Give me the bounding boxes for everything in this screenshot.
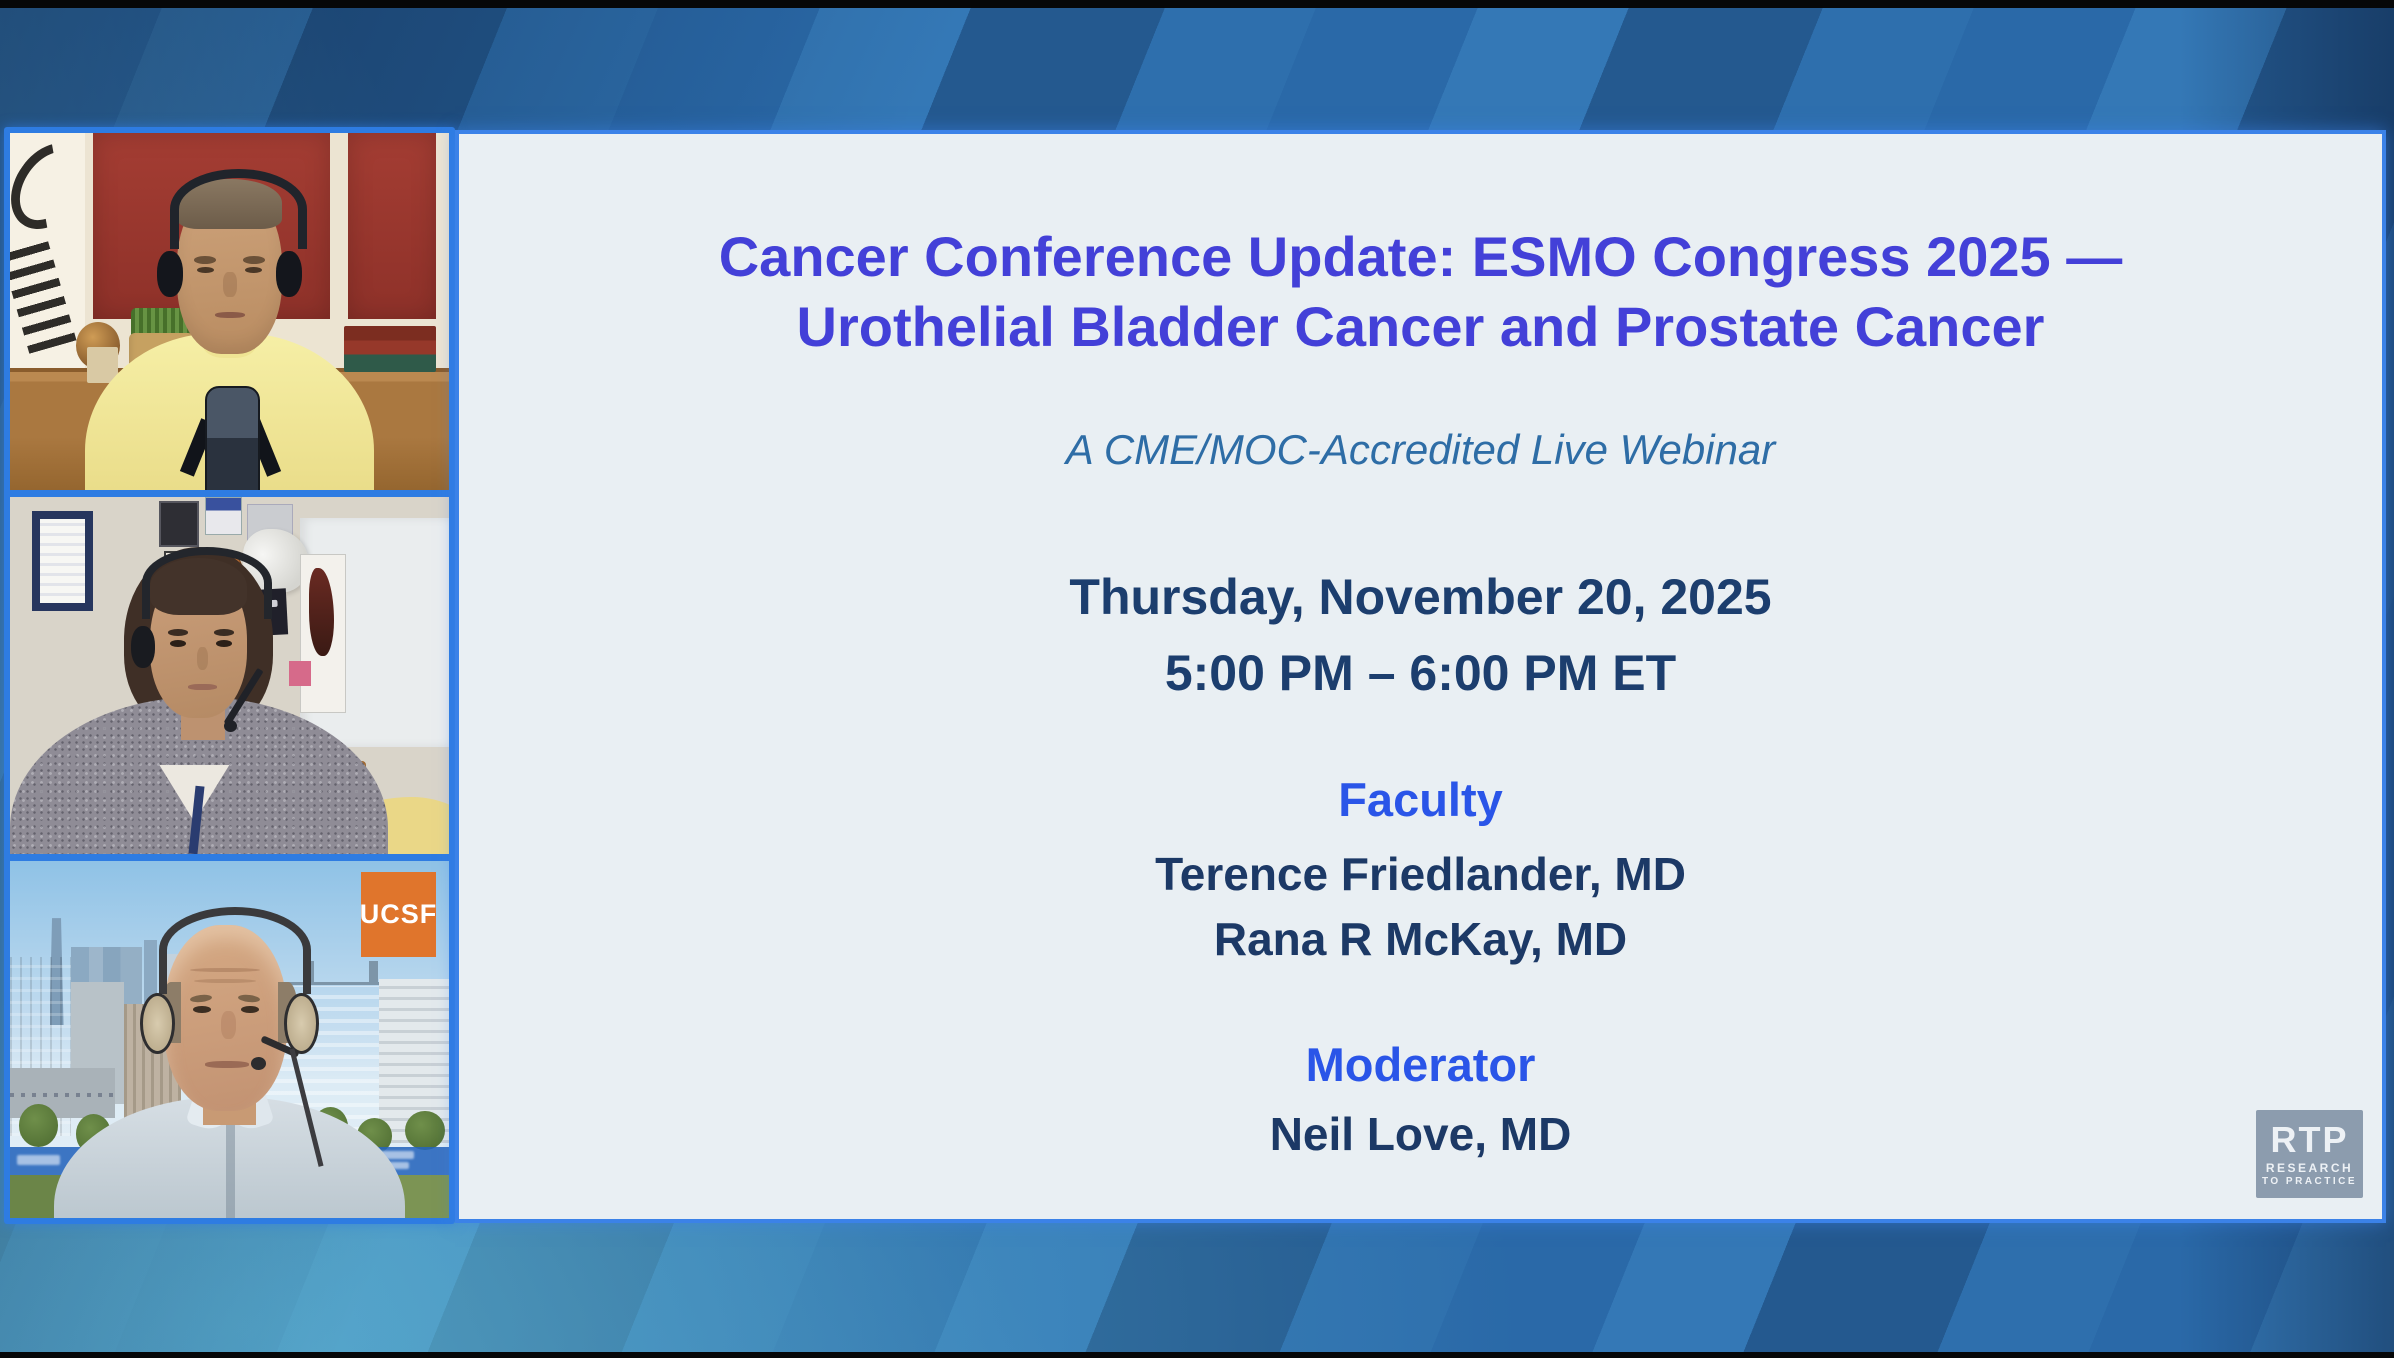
tree (18, 1103, 59, 1147)
boom-mic-tip (224, 720, 238, 733)
webcam-middle-speaker[interactable] (10, 497, 449, 854)
headset-earcup (139, 993, 175, 1054)
moderator-name: Neil Love, MD (1269, 1108, 1572, 1160)
eye (170, 639, 187, 647)
faculty-names: Terence Friedlander, MD Rana R McKay, MD (459, 842, 2382, 972)
rtp-logo-line2: TO PRACTICE (2261, 1175, 2358, 1187)
eye (216, 639, 233, 647)
shirt-placket (225, 1125, 235, 1218)
rtp-logo: RTP RESEARCH TO PRACTICE (2256, 1110, 2363, 1198)
poster-image (308, 567, 335, 656)
rtp-logo-abbr: RTP (2270, 1118, 2349, 1160)
eye (241, 1005, 259, 1013)
eye (244, 266, 263, 274)
eyebrow (194, 256, 217, 264)
framed-certificate (31, 511, 94, 612)
art-ladder-glyph (10, 239, 78, 355)
pencil-cup (86, 347, 118, 383)
headset-band (141, 546, 272, 620)
tree (405, 1110, 445, 1151)
nose (197, 646, 209, 671)
event-date: Thursday, November 20, 2025 (1069, 569, 1772, 625)
slide-title-line2: Urothelial Bladder Cancer and Prostate C… (796, 295, 2045, 358)
nose (220, 1010, 236, 1040)
headset-earcup (130, 625, 155, 669)
eye (196, 266, 215, 274)
webcam-bottom-speaker[interactable]: UCSF (10, 861, 449, 1218)
red-wall-panel (348, 133, 436, 319)
mouth (205, 1060, 250, 1069)
wall-poster (299, 554, 346, 714)
letterbox-bar-top (0, 0, 2394, 8)
shelf-frame (159, 500, 199, 547)
moderator-header: Moderator (1305, 1038, 1536, 1091)
parking-lot (10, 1068, 116, 1119)
headphone-earcup (275, 250, 302, 298)
pink-note (288, 661, 311, 687)
mouth (214, 311, 246, 318)
skyline-tower (49, 918, 64, 1026)
headphone-earcup (157, 250, 184, 298)
slide-panel: Cancer Conference Update: ESMO Congress … (455, 130, 2386, 1223)
webcam-top-speaker[interactable] (10, 133, 449, 490)
slide-title-line1: Cancer Conference Update: ESMO Congress … (718, 225, 2123, 288)
banner-text-blur (16, 1155, 61, 1166)
shelf-device (205, 497, 243, 535)
bridge-tower (369, 960, 378, 983)
rtp-logo-line1: RESEARCH (2265, 1160, 2354, 1175)
eyebrow (168, 629, 188, 636)
webcam-column: UCSF (4, 127, 455, 1224)
eye (193, 1005, 211, 1013)
slide-title: Cancer Conference Update: ESMO Congress … (459, 222, 2382, 362)
faculty-header: Faculty (1338, 773, 1503, 826)
headphones-band (170, 168, 307, 250)
boom-mic-tip (251, 1057, 267, 1071)
book-stack (343, 325, 436, 373)
mouth (188, 684, 217, 691)
headset-earcup (284, 993, 320, 1054)
studio-microphone (205, 386, 260, 490)
letterbox-bar-bottom (0, 1352, 2394, 1358)
event-time: 5:00 PM – 6:00 PM ET (1164, 645, 1677, 701)
ucsf-logo-badge: UCSF (360, 871, 436, 958)
eyebrow (242, 256, 265, 264)
faculty-name: Terence Friedlander, MD (1155, 848, 1686, 900)
slide-subtitle: A CME/MOC-Accredited Live Webinar (1065, 426, 1776, 473)
nose (223, 272, 237, 298)
headset-band (159, 907, 312, 994)
eyebrow (214, 629, 234, 636)
faculty-name: Rana R McKay, MD (1213, 913, 1628, 965)
event-datetime: Thursday, November 20, 2025 5:00 PM – 6:… (459, 559, 2382, 711)
